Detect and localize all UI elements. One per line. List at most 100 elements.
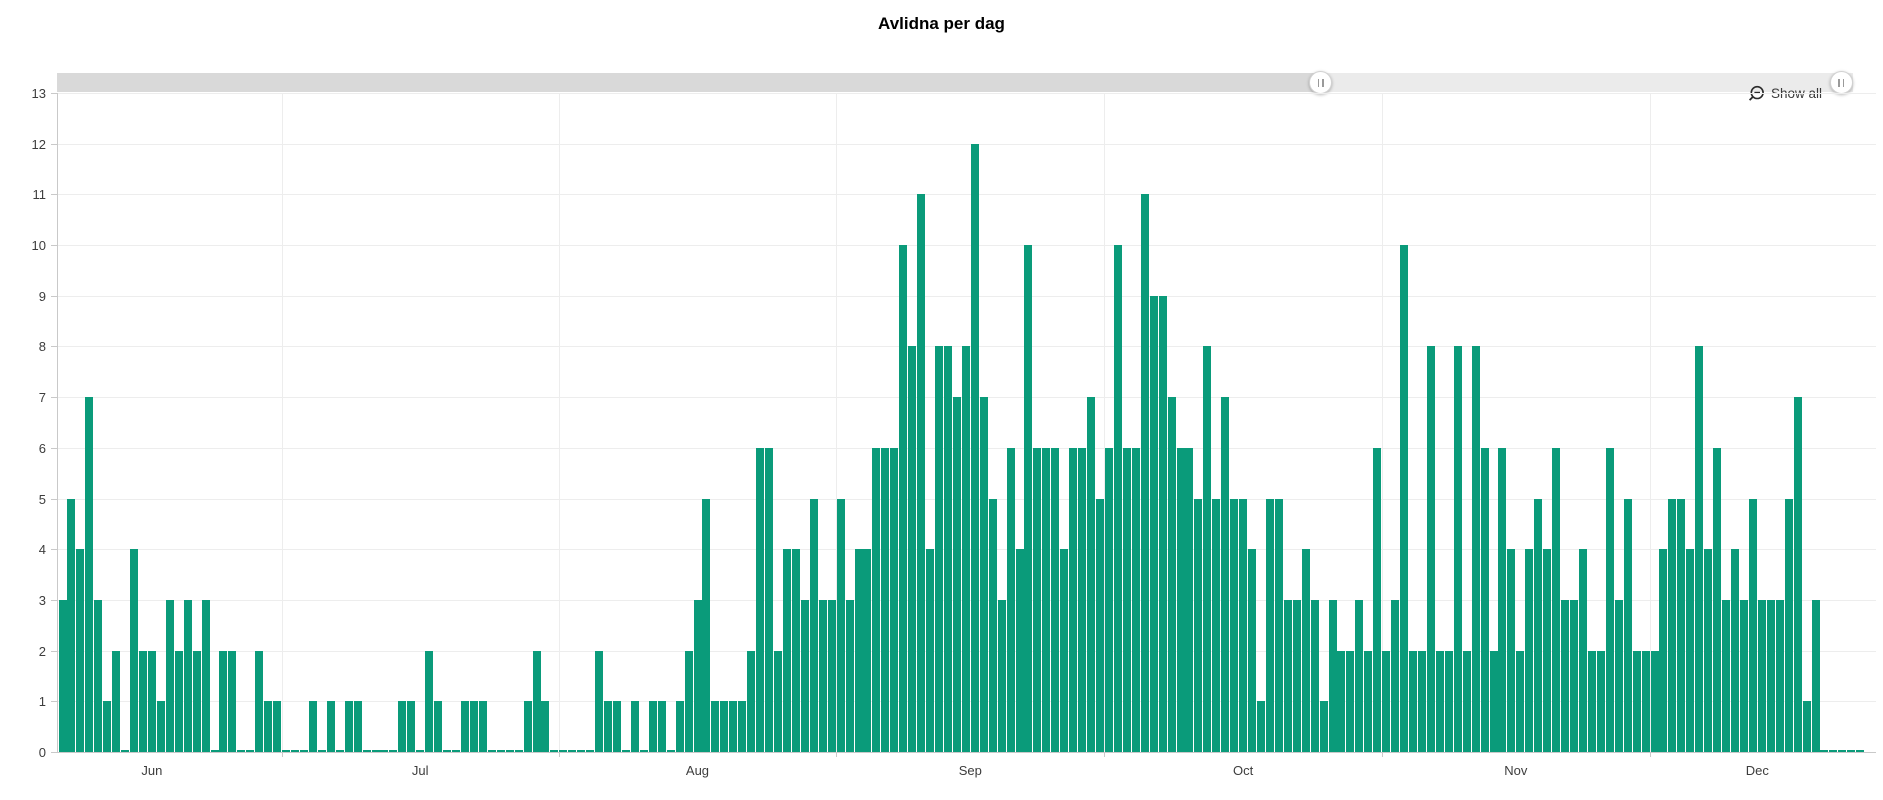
bar[interactable] bbox=[335, 750, 344, 752]
bar[interactable] bbox=[460, 701, 469, 752]
bar[interactable] bbox=[961, 346, 970, 752]
bar[interactable] bbox=[854, 549, 863, 752]
bar[interactable] bbox=[684, 650, 693, 752]
bar[interactable] bbox=[523, 701, 532, 752]
scrollbar-unselected-region[interactable] bbox=[57, 73, 1320, 92]
bar[interactable] bbox=[738, 701, 747, 752]
bar[interactable] bbox=[174, 650, 183, 752]
bar[interactable] bbox=[970, 143, 979, 752]
bar[interactable] bbox=[308, 701, 317, 752]
bar[interactable] bbox=[1543, 549, 1552, 752]
bar[interactable] bbox=[1686, 549, 1695, 752]
bar[interactable] bbox=[1346, 650, 1355, 752]
bar[interactable] bbox=[1283, 599, 1292, 752]
bar[interactable] bbox=[130, 549, 139, 752]
bar[interactable] bbox=[1256, 701, 1265, 752]
bar[interactable] bbox=[1507, 549, 1516, 752]
bar[interactable] bbox=[800, 599, 809, 752]
bar[interactable] bbox=[1829, 750, 1838, 752]
bar[interactable] bbox=[827, 599, 836, 752]
bar[interactable] bbox=[1668, 498, 1677, 752]
bar[interactable] bbox=[1149, 295, 1158, 752]
bar[interactable] bbox=[881, 447, 890, 752]
bar[interactable] bbox=[997, 599, 1006, 752]
bar[interactable] bbox=[183, 599, 192, 752]
bar[interactable] bbox=[210, 750, 219, 752]
bar[interactable] bbox=[1739, 599, 1748, 752]
bar[interactable] bbox=[1605, 447, 1614, 752]
bar[interactable] bbox=[398, 701, 407, 752]
bar[interactable] bbox=[1203, 346, 1212, 752]
bar[interactable] bbox=[246, 750, 255, 752]
bar[interactable] bbox=[1426, 346, 1435, 752]
bar[interactable] bbox=[1364, 650, 1373, 752]
bar[interactable] bbox=[747, 650, 756, 752]
bar[interactable] bbox=[943, 346, 952, 752]
bar[interactable] bbox=[1310, 599, 1319, 752]
bar[interactable] bbox=[1462, 650, 1471, 752]
bar[interactable] bbox=[899, 245, 908, 752]
bar[interactable] bbox=[1301, 549, 1310, 752]
bar[interactable] bbox=[729, 701, 738, 752]
bar[interactable] bbox=[711, 701, 720, 752]
bar[interactable] bbox=[1248, 549, 1257, 752]
bar[interactable] bbox=[1498, 447, 1507, 752]
bar[interactable] bbox=[76, 549, 85, 752]
bar[interactable] bbox=[1230, 498, 1239, 752]
bar[interactable] bbox=[380, 750, 389, 752]
bar[interactable] bbox=[1713, 447, 1722, 752]
bar[interactable] bbox=[1096, 498, 1104, 752]
bar[interactable] bbox=[1024, 245, 1033, 752]
bar[interactable] bbox=[156, 701, 165, 752]
bar[interactable] bbox=[809, 498, 818, 752]
bar[interactable] bbox=[1453, 346, 1462, 752]
bar[interactable] bbox=[1614, 599, 1623, 752]
bar[interactable] bbox=[165, 599, 174, 752]
bar[interactable] bbox=[577, 750, 586, 752]
bar[interactable] bbox=[1417, 650, 1426, 752]
bar[interactable] bbox=[604, 701, 613, 752]
bar[interactable] bbox=[1355, 599, 1364, 752]
bar[interactable] bbox=[1793, 397, 1802, 752]
bar[interactable] bbox=[1632, 650, 1641, 752]
bar[interactable] bbox=[1274, 498, 1283, 752]
bar[interactable] bbox=[487, 750, 496, 752]
bar[interactable] bbox=[613, 701, 622, 752]
bar[interactable] bbox=[1078, 447, 1087, 752]
bar[interactable] bbox=[926, 549, 935, 752]
bar[interactable] bbox=[836, 498, 845, 752]
bar[interactable] bbox=[791, 549, 800, 752]
bar[interactable] bbox=[228, 650, 237, 752]
range-scrollbar-track[interactable] bbox=[57, 71, 1853, 94]
bar[interactable] bbox=[782, 549, 791, 752]
bar[interactable] bbox=[1775, 599, 1784, 752]
bar[interactable] bbox=[237, 750, 246, 752]
bar[interactable] bbox=[1650, 650, 1659, 752]
bar[interactable] bbox=[1122, 447, 1131, 752]
bar[interactable] bbox=[1659, 549, 1668, 752]
bar[interactable] bbox=[67, 498, 76, 752]
bar[interactable] bbox=[1167, 397, 1176, 752]
bar[interactable] bbox=[1516, 650, 1525, 752]
bar[interactable] bbox=[371, 750, 380, 752]
bar[interactable] bbox=[407, 701, 416, 752]
bar[interactable] bbox=[58, 599, 67, 752]
bar[interactable] bbox=[1820, 750, 1829, 752]
bar[interactable] bbox=[675, 701, 684, 752]
bar[interactable] bbox=[657, 701, 666, 752]
bar[interactable] bbox=[935, 346, 943, 752]
bar[interactable] bbox=[1087, 397, 1096, 752]
bar[interactable] bbox=[326, 701, 335, 752]
bar[interactable] bbox=[219, 650, 228, 752]
bar[interactable] bbox=[1641, 650, 1650, 752]
bar[interactable] bbox=[1489, 650, 1498, 752]
bar[interactable] bbox=[201, 599, 210, 752]
bar[interactable] bbox=[1534, 498, 1543, 752]
bar[interactable] bbox=[1060, 549, 1069, 752]
bar[interactable] bbox=[434, 701, 443, 752]
bar[interactable] bbox=[1570, 599, 1579, 752]
bar[interactable] bbox=[1856, 750, 1865, 752]
bar[interactable] bbox=[1596, 650, 1605, 752]
bar[interactable] bbox=[1328, 599, 1337, 752]
bar[interactable] bbox=[1176, 447, 1185, 752]
